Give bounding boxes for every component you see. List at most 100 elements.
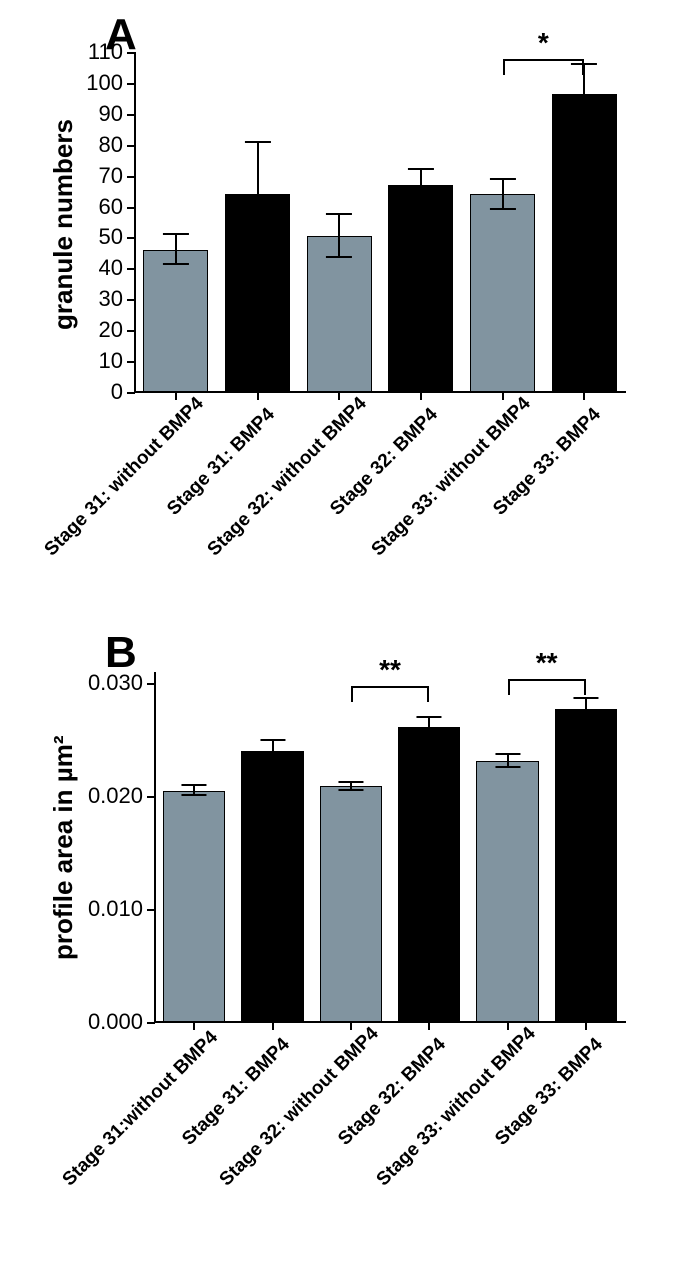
ytick-label: 0.000 [88, 1009, 155, 1035]
errorcap [260, 739, 285, 741]
errorbar [502, 179, 504, 194]
xtick-mark [420, 392, 422, 400]
ytick-label: 0.010 [88, 896, 155, 922]
bar [225, 194, 290, 392]
ytick-label: 0.030 [88, 670, 155, 696]
bar [143, 250, 208, 392]
errorcap [326, 256, 352, 258]
xtick-label: Stage 31: BMP4 [122, 404, 279, 561]
errorcap [338, 781, 363, 783]
sig-label: * [538, 27, 549, 59]
errorcap [182, 794, 207, 796]
panel-a-ylabel: granule numbers [48, 119, 79, 330]
errorcap [244, 141, 270, 143]
errorbar [272, 740, 274, 751]
xtick-label: Stage 33: BMP4 [449, 404, 606, 561]
errorcap [182, 784, 207, 786]
sig-bracket [351, 686, 429, 688]
sig-bracket [351, 688, 353, 702]
sig-label: ** [536, 647, 558, 679]
errorcap [417, 716, 442, 718]
panel-b-plot: 0.0000.0100.0200.030Stage 31:without BMP… [155, 672, 625, 1022]
bar [320, 786, 383, 1022]
ytick-label: 80 [99, 132, 135, 158]
errorcap [573, 697, 598, 699]
ytick-label: 40 [99, 255, 135, 281]
xtick-label: Stage 33: BMP4 [450, 1034, 607, 1191]
errorbar [585, 698, 587, 709]
errorbar [507, 754, 509, 761]
errorcap [326, 213, 352, 215]
xtick-label: Stage 32: without BMP4 [204, 404, 361, 561]
ytick-label: 90 [99, 101, 135, 127]
panel-a-plot: 0102030405060708090100110Stage 31: witho… [135, 52, 625, 392]
errorcap [489, 178, 515, 180]
ytick-label: 20 [99, 317, 135, 343]
bar [307, 236, 372, 392]
bar [398, 727, 461, 1022]
sig-bracket [584, 681, 586, 695]
ytick-label: 70 [99, 163, 135, 189]
bar [470, 194, 535, 392]
sig-bracket [582, 61, 584, 75]
panel-b-yaxis [154, 672, 156, 1022]
bar [555, 709, 618, 1022]
errorbar [338, 214, 340, 236]
xtick-label: Stage 31:without BMP4 [59, 1034, 216, 1191]
panel-a: A granule numbers 0102030405060708090100… [0, 0, 685, 590]
xtick-mark [428, 1022, 430, 1030]
sig-bracket [508, 679, 586, 681]
xtick-label: Stage 31: BMP4 [137, 1034, 294, 1191]
bar [163, 791, 226, 1022]
xtick-label: Stage 31: without BMP4 [40, 404, 197, 561]
xtick-label: Stage 33: without BMP4 [372, 1034, 529, 1191]
errorbar [420, 169, 422, 184]
xtick-mark [507, 1022, 509, 1030]
sig-bracket [503, 59, 585, 61]
ytick-label: 110 [88, 39, 135, 65]
xtick-mark [585, 1022, 587, 1030]
xtick-mark [193, 1022, 195, 1030]
xtick-mark [583, 392, 585, 400]
errorcap [408, 168, 434, 170]
ytick-label: 0.020 [88, 783, 155, 809]
xtick-mark [272, 1022, 274, 1030]
ytick-label: 50 [99, 224, 135, 250]
errorcap [163, 233, 189, 235]
errorcap [163, 263, 189, 265]
errorcap [338, 789, 363, 791]
ytick-label: 10 [99, 348, 135, 374]
errorbar [257, 142, 259, 195]
sig-bracket [508, 681, 510, 695]
xtick-label: Stage 32: BMP4 [294, 1034, 451, 1191]
errorcap [495, 753, 520, 755]
bar [552, 94, 617, 392]
bar [241, 751, 304, 1022]
xtick-mark [502, 392, 504, 400]
figure: A granule numbers 0102030405060708090100… [0, 0, 685, 1266]
errorcap [571, 63, 597, 65]
ytick-label: 100 [86, 70, 135, 96]
errorbar [175, 234, 177, 249]
bar [476, 761, 539, 1022]
errorcap [495, 766, 520, 768]
sig-bracket [503, 61, 505, 75]
panel-b-ylabel: profile area in µm² [48, 736, 79, 960]
bar [388, 185, 453, 392]
xtick-label: Stage 32: without BMP4 [215, 1034, 372, 1191]
errorcap [489, 208, 515, 210]
xtick-mark [350, 1022, 352, 1030]
xtick-label: Stage 32: BMP4 [285, 404, 442, 561]
xtick-mark [257, 392, 259, 400]
ytick-label: 0 [111, 379, 135, 405]
ytick-label: 30 [99, 286, 135, 312]
sig-bracket [427, 688, 429, 702]
ytick-label: 60 [99, 194, 135, 220]
errorbar [338, 236, 340, 258]
xtick-mark [338, 392, 340, 400]
errorbar [428, 717, 430, 727]
sig-label: ** [379, 654, 401, 686]
panel-b: B profile area in µm² 0.0000.0100.0200.0… [0, 620, 685, 1260]
xtick-mark [175, 392, 177, 400]
xtick-label: Stage 33: without BMP4 [367, 404, 524, 561]
